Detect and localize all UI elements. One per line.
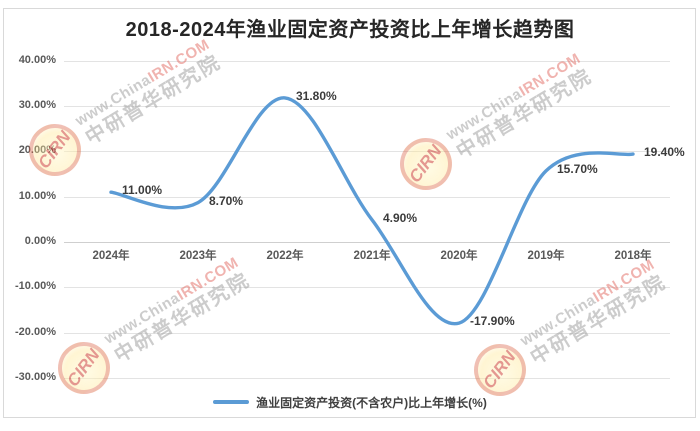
data-label: 19.40% bbox=[644, 145, 685, 160]
x-tick-label: 2019年 bbox=[527, 250, 565, 262]
y-tick-label: -10.00% bbox=[15, 280, 56, 292]
x-tick-label: 2021年 bbox=[353, 250, 391, 262]
legend-line-swatch bbox=[213, 400, 250, 404]
grid-line bbox=[64, 378, 670, 379]
data-label: 8.70% bbox=[209, 193, 244, 208]
chart-frame bbox=[3, 8, 696, 418]
data-label: 15.70% bbox=[557, 161, 598, 176]
chart-title: 2018-2024年渔业固定资产投资比上年增长趋势图 bbox=[125, 19, 575, 41]
x-tick-label: 2020年 bbox=[440, 250, 478, 262]
legend: 渔业固定资产投资(不含农户)比上年增长(%) bbox=[0, 393, 700, 411]
y-tick-label: -20.00% bbox=[15, 326, 56, 338]
y-tick-label: 10.00% bbox=[18, 190, 56, 202]
grid-line bbox=[64, 287, 670, 288]
grid-line bbox=[64, 106, 670, 107]
y-tick-label: -30.00% bbox=[15, 371, 56, 383]
grid-line bbox=[64, 61, 670, 62]
grid-line bbox=[64, 242, 670, 243]
data-label: 31.80% bbox=[296, 88, 337, 103]
grid-line bbox=[64, 333, 670, 334]
x-tick-label: 2023年 bbox=[179, 250, 217, 262]
y-tick-label: 0.00% bbox=[24, 235, 56, 247]
data-label: 4.90% bbox=[383, 210, 418, 225]
data-label: 11.00% bbox=[122, 183, 163, 198]
y-tick-label: 20.00% bbox=[18, 144, 56, 156]
x-tick-label: 2022年 bbox=[266, 250, 304, 262]
data-label: -17.90% bbox=[470, 314, 515, 329]
x-tick-label: 2024年 bbox=[92, 250, 130, 262]
legend-label: 渔业固定资产投资(不含农户)比上年增长(%) bbox=[256, 395, 487, 410]
y-tick-label: 40.00% bbox=[18, 54, 56, 66]
x-tick-label: 2018年 bbox=[614, 250, 652, 262]
y-tick-label: 30.00% bbox=[18, 99, 56, 111]
grid-line bbox=[64, 151, 670, 152]
